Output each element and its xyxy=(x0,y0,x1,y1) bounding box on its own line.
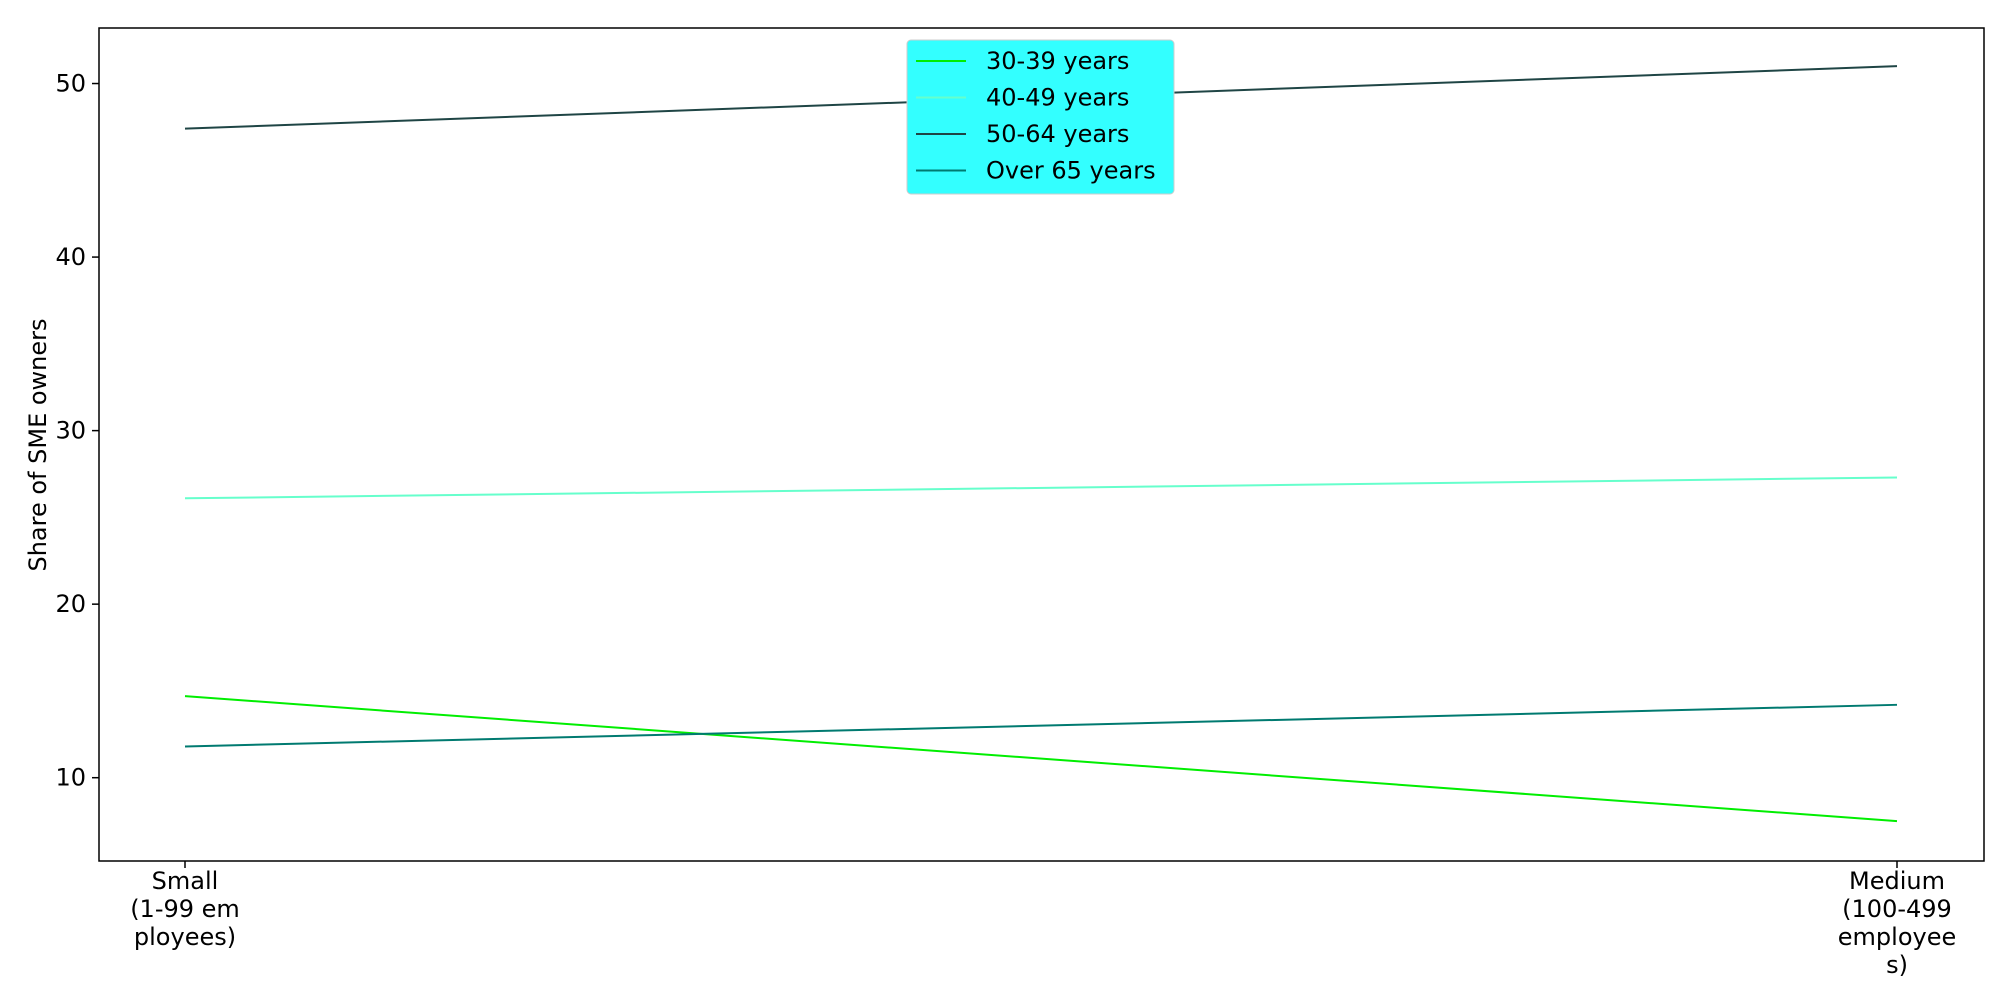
legend-box xyxy=(906,39,1175,195)
x-axis: Small (1-99 em ployees) Medium (100-499 emplo… xyxy=(130,861,1956,979)
y-tick-label: 30 xyxy=(55,417,86,445)
y-tick-label: 40 xyxy=(55,243,86,271)
legend-label: 30-39 years xyxy=(986,47,1129,75)
x-tick-label-line: (100-499 xyxy=(1842,895,1952,923)
legend: 30-39 years 40-49 years 50-64 years Over 65… xyxy=(906,39,1175,195)
x-tick-label-line: s) xyxy=(1886,951,1908,979)
x-tick-label: Small (1-99 em ployees) xyxy=(130,867,240,951)
y-axis: 10 20 30 40 50 xyxy=(55,70,99,792)
x-tick-label: Medium (100-499 employee s) xyxy=(1838,867,1956,979)
y-tick-label: 10 xyxy=(55,764,86,792)
series-line-1 xyxy=(184,476,1898,500)
series-line-3 xyxy=(184,703,1898,748)
x-tick-label-line: (1-99 em xyxy=(130,895,240,923)
y-tick-label: 20 xyxy=(55,590,86,618)
legend-label: 50-64 years xyxy=(986,120,1129,148)
series-line-0 xyxy=(184,695,1898,823)
x-tick-label-line: ployees) xyxy=(134,923,236,951)
legend-label: Over 65 years xyxy=(986,157,1156,185)
x-tick-label-line: Small xyxy=(152,867,219,895)
y-axis-label: Share of SME owners xyxy=(24,318,52,571)
x-tick-label-line: Medium xyxy=(1849,867,1945,895)
x-tick-label-line: employee xyxy=(1838,923,1956,951)
plot-frame xyxy=(98,27,1985,862)
legend-label: 40-49 years xyxy=(986,84,1129,112)
y-tick-label: 50 xyxy=(55,70,86,98)
